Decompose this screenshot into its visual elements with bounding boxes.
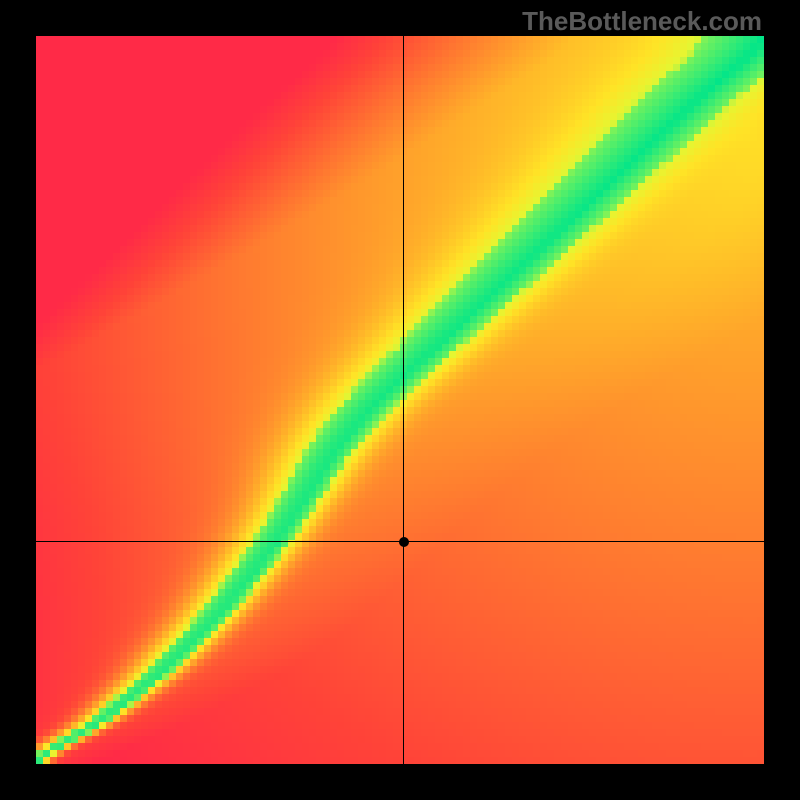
watermark-text: TheBottleneck.com	[522, 6, 762, 37]
bottleneck-heatmap	[36, 36, 764, 764]
crosshair-vertical	[403, 36, 404, 764]
chart-container: TheBottleneck.com	[0, 0, 800, 800]
marker-dot	[399, 537, 409, 547]
